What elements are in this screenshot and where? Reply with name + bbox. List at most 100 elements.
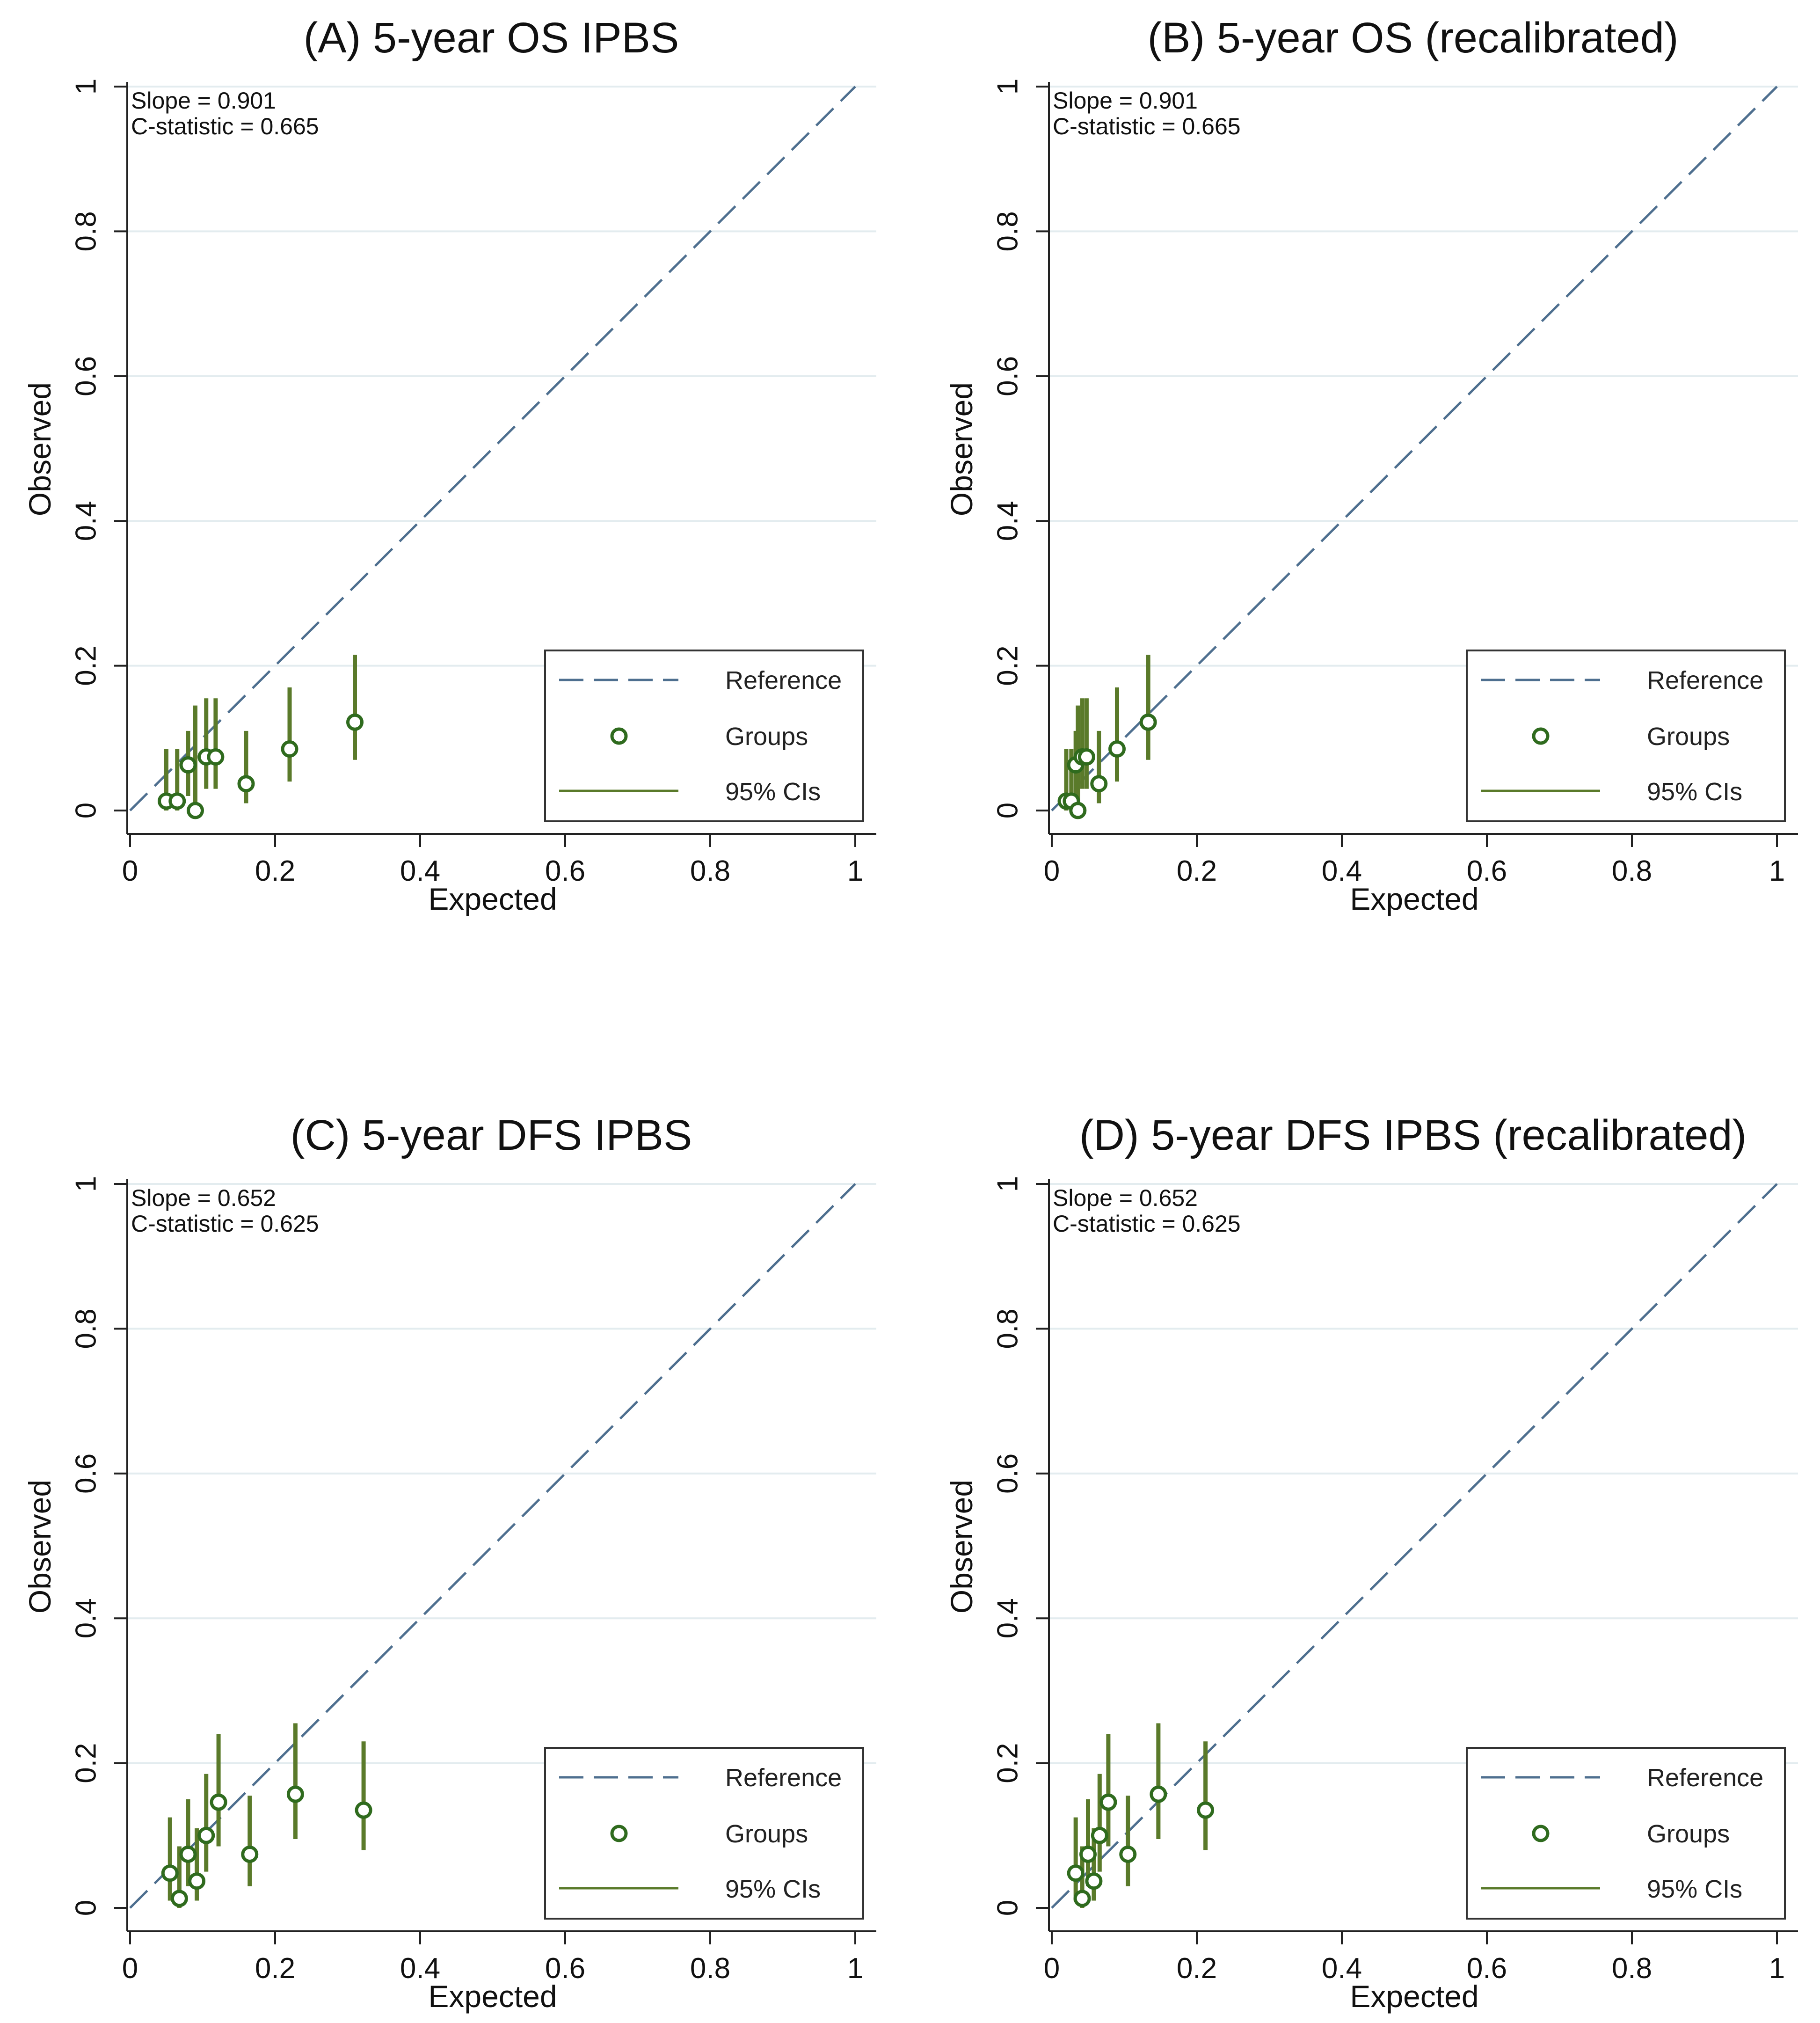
reference-line: [1051, 86, 1778, 811]
panel-d: (D) 5-year DFS IPBS (recalibrated) 0 0.2 0.…: [944, 1111, 1798, 2014]
y-tick-label: 0.8: [992, 1308, 1024, 1349]
x-tick-label: 0.8: [690, 1952, 730, 1985]
chart-title: (B) 5-year OS (recalibrated): [1148, 14, 1679, 62]
legend-ci-label: 95% CIs: [1647, 778, 1742, 806]
x-axis-label: Expected: [428, 882, 557, 916]
x-tick-label: 1: [1769, 1952, 1785, 1985]
group-point: [1073, 1890, 1091, 1907]
x-tick-label: 0.6: [545, 855, 585, 887]
legend-reference-label: Reference: [725, 1764, 842, 1792]
legend: Reference Groups 95% CIs: [1466, 650, 1786, 822]
x-tick-label: 0.8: [1612, 855, 1652, 887]
slope-annotation: Slope = 0.901: [1053, 88, 1198, 114]
group-point: [1091, 1826, 1108, 1844]
legend: Reference Groups 95% CIs: [1466, 1747, 1786, 1920]
y-axis-label: Observed: [944, 1480, 979, 1614]
y-tick-label: 0.6: [70, 1453, 102, 1494]
legend-groups-swatch: [610, 727, 628, 745]
x-tick-label: 1: [847, 855, 863, 887]
y-tick-label: 0: [70, 1900, 102, 1916]
x-tick-label: 0.2: [1177, 855, 1217, 887]
legend-groups-label: Groups: [1647, 723, 1730, 751]
cstat-annotation: C-statistic = 0.665: [1053, 113, 1241, 139]
group-point: [281, 740, 298, 758]
legend-groups-swatch: [610, 1825, 628, 1842]
y-tick-label: 0.8: [70, 1308, 102, 1349]
x-tick-label: 1: [847, 1952, 863, 1985]
x-tick-label: 0.2: [255, 1952, 295, 1985]
x-tick-label: 0: [122, 1952, 138, 1985]
slope-annotation: Slope = 0.652: [131, 1185, 276, 1211]
x-tick-label: 0.4: [1322, 1952, 1362, 1985]
group-point: [1085, 1872, 1103, 1890]
legend-ci-label: 95% CIs: [725, 778, 821, 806]
group-point: [1079, 1846, 1097, 1863]
y-tick-label: 0.2: [992, 1743, 1024, 1783]
group-point: [237, 775, 255, 793]
reference-line: [129, 1183, 856, 1909]
x-tick-label: 0: [122, 855, 138, 887]
cstat-annotation: C-statistic = 0.625: [1053, 1211, 1241, 1237]
y-tick-label: 0.2: [70, 645, 102, 686]
y-tick-label: 0.2: [70, 1743, 102, 1783]
y-tick-label: 0.6: [992, 1453, 1024, 1494]
x-tick-label: 0.6: [545, 1952, 585, 1985]
slope-annotation: Slope = 0.652: [1053, 1185, 1198, 1211]
y-tick-label: 0: [70, 803, 102, 818]
legend-reference-label: Reference: [1647, 666, 1763, 694]
group-point: [1090, 775, 1108, 793]
panel-c: (C) 5-year DFS IPBS 0 0.2 0.4 0.6 0.8 1 0 0.2 0.4…: [22, 1111, 876, 2014]
legend: Reference Groups 95% CIs: [544, 650, 864, 822]
legend-reference-label: Reference: [1647, 1764, 1763, 1792]
panel-b: (B) 5-year OS (recalibrated) 0 0.2 0.4 0.6 0.…: [944, 14, 1798, 916]
y-tick-label: 1: [992, 1176, 1024, 1192]
group-point: [207, 748, 225, 766]
legend-reference-label: Reference: [725, 666, 842, 694]
x-tick-label: 0.2: [1177, 1952, 1217, 1985]
group-point: [355, 1801, 372, 1819]
group-point: [179, 756, 197, 774]
x-tick-label: 0.6: [1467, 1952, 1507, 1985]
x-tick-label: 0: [1044, 1952, 1060, 1985]
legend-groups-label: Groups: [1647, 1820, 1730, 1848]
group-point: [1069, 802, 1087, 819]
x-tick-label: 0.8: [690, 855, 730, 887]
group-point: [197, 1826, 215, 1844]
chart-title: (A) 5-year OS IPBS: [304, 14, 679, 62]
group-point: [188, 1872, 206, 1890]
x-axis-label: Expected: [1350, 1979, 1478, 2014]
group-point: [1150, 1785, 1167, 1803]
y-tick-label: 0.4: [992, 1598, 1024, 1638]
cstat-annotation: C-statistic = 0.625: [131, 1211, 319, 1237]
x-axis-label: Expected: [1350, 882, 1478, 916]
x-tick-label: 1: [1769, 855, 1785, 887]
reference-line: [129, 86, 856, 811]
reference-line: [1051, 1183, 1778, 1909]
legend-groups-label: Groups: [725, 1820, 808, 1848]
group-point: [1139, 713, 1157, 731]
group-point: [179, 1846, 197, 1863]
y-tick-label: 1: [992, 79, 1024, 95]
legend: Reference Groups 95% CIs: [544, 1747, 864, 1920]
y-tick-label: 0: [992, 803, 1024, 818]
group-point: [1119, 1846, 1137, 1863]
y-tick-label: 1: [70, 1176, 102, 1192]
x-tick-label: 0.2: [255, 855, 295, 887]
legend-ci-label: 95% CIs: [725, 1875, 821, 1903]
x-axis-label: Expected: [428, 1979, 557, 2014]
chart-title: (D) 5-year DFS IPBS (recalibrated): [1079, 1111, 1747, 1159]
y-tick-label: 0.6: [70, 356, 102, 396]
group-point: [1067, 1864, 1085, 1882]
slope-annotation: Slope = 0.901: [131, 88, 276, 114]
x-tick-label: 0.4: [1322, 855, 1362, 887]
y-axis-label: Observed: [22, 1480, 57, 1614]
legend-ci-label: 95% CIs: [1647, 1875, 1742, 1903]
y-axis-label: Observed: [22, 382, 57, 516]
group-point: [1077, 748, 1095, 766]
y-tick-label: 0.2: [992, 645, 1024, 686]
y-tick-label: 0.4: [70, 1598, 102, 1638]
group-point: [170, 1890, 188, 1907]
x-tick-label: 0.6: [1467, 855, 1507, 887]
group-point: [346, 713, 364, 731]
group-point: [1108, 740, 1126, 758]
